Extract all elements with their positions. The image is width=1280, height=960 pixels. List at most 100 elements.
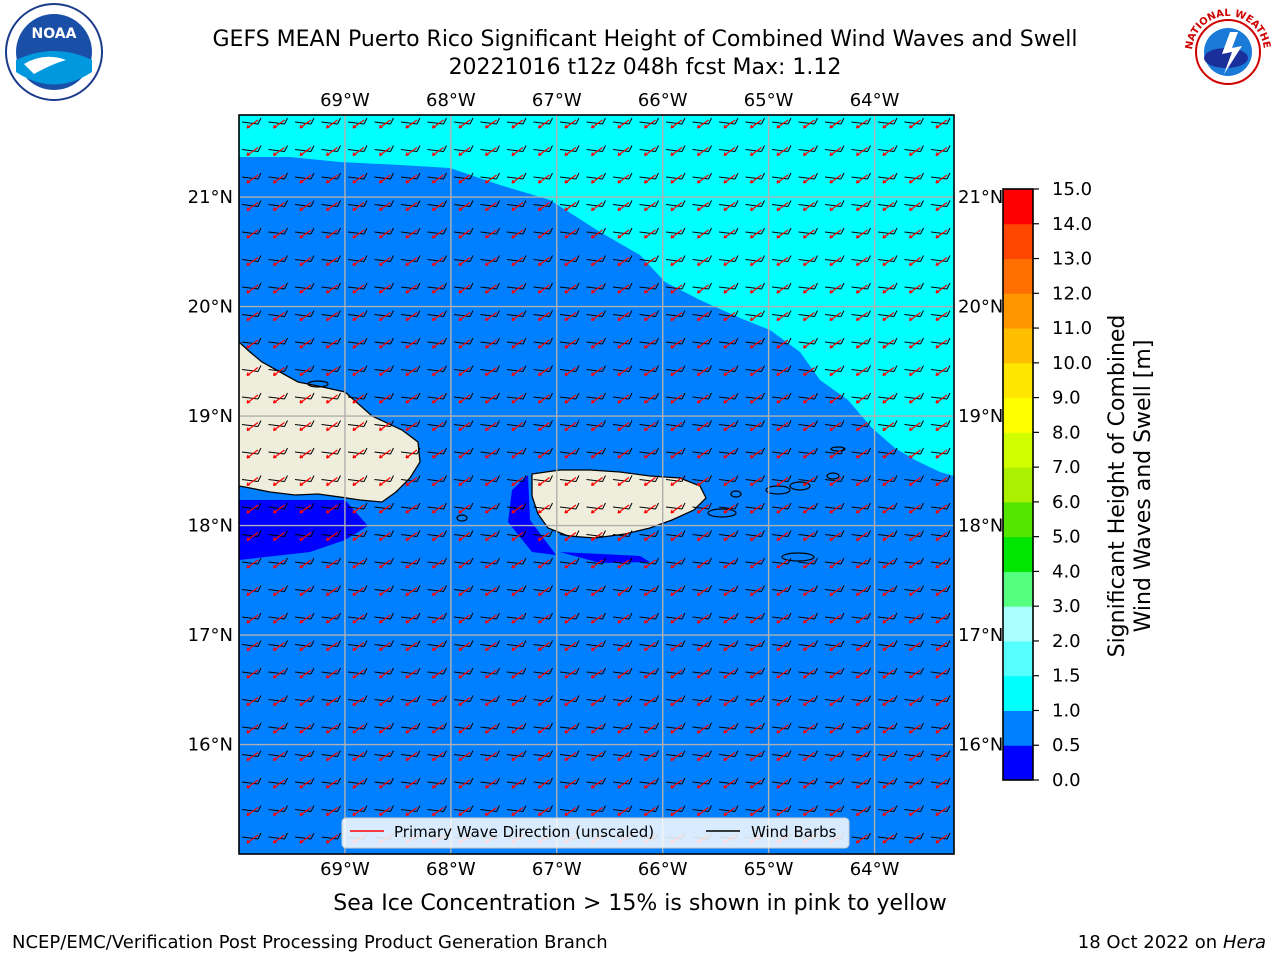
- wave-arrow: [670, 752, 683, 762]
- wave-arrow: [272, 834, 285, 844]
- wind-barb: [241, 832, 262, 840]
- wave-arrow: [776, 312, 789, 322]
- wind-barb: [427, 392, 447, 400]
- wind-barb: [612, 640, 633, 647]
- wind-barb: [453, 695, 474, 702]
- wave-arrow: [431, 449, 444, 459]
- wind-barb: [692, 777, 712, 785]
- wave-arrow: [272, 477, 285, 487]
- wind-barb: [427, 420, 447, 427]
- wind-barb: [453, 420, 474, 427]
- wind-barb: [824, 750, 845, 757]
- wind-barb: [612, 310, 633, 317]
- wave-arrow: [617, 367, 630, 377]
- wind-barb: [877, 612, 898, 620]
- wave-arrow: [378, 147, 391, 157]
- wave-arrow: [246, 339, 259, 349]
- wave-arrow: [855, 367, 868, 377]
- wave-arrow: [935, 257, 948, 267]
- wave-arrow: [378, 504, 391, 514]
- wind-barb: [374, 392, 394, 400]
- wave-arrow: [829, 312, 842, 322]
- wave-arrow: [855, 752, 868, 762]
- wind-barb: [374, 172, 394, 180]
- wave-arrow: [352, 229, 365, 239]
- wave-arrow: [537, 642, 550, 652]
- wind-barb: [771, 117, 792, 125]
- wave-arrow: [643, 449, 656, 459]
- wind-barb: [427, 722, 447, 730]
- colorbar-label-line1: Significant Height of Combined: [1105, 315, 1130, 658]
- wind-barb: [400, 310, 421, 317]
- wave-arrow: [617, 752, 630, 762]
- wave-arrow: [352, 669, 365, 679]
- wind-barb: [347, 337, 368, 345]
- wave-arrow: [882, 202, 895, 212]
- wind-barb: [798, 365, 818, 372]
- colorbar-tick-label: 1.5: [1052, 666, 1081, 687]
- wind-barb: [904, 640, 924, 647]
- wave-arrow: [458, 367, 471, 377]
- wind-barb: [639, 557, 659, 565]
- wind-barb: [877, 255, 898, 262]
- wind-barb: [400, 392, 421, 400]
- wind-barb: [692, 640, 712, 647]
- wave-arrow: [643, 807, 656, 817]
- wind-barb: [268, 805, 288, 812]
- colorbar-segment: [1003, 606, 1033, 642]
- wave-arrow: [670, 174, 683, 184]
- wave-arrow: [564, 394, 577, 404]
- wave-arrow: [299, 504, 312, 514]
- wind-barb: [427, 227, 447, 235]
- wind-barb: [427, 172, 447, 180]
- wind-barb: [374, 502, 394, 510]
- wave-arrow: [882, 504, 895, 514]
- wind-barb: [586, 365, 606, 372]
- wave-arrow: [246, 284, 259, 294]
- wave-arrow: [802, 147, 815, 157]
- wind-barb: [321, 392, 341, 400]
- wind-barb: [453, 475, 474, 482]
- wind-barb: [904, 502, 924, 510]
- wind-barb: [665, 172, 686, 180]
- wind-barb: [930, 722, 951, 730]
- wave-arrow: [829, 642, 842, 652]
- wave-arrow: [564, 724, 577, 734]
- wind-barb: [268, 145, 288, 152]
- wind-barb: [930, 117, 951, 125]
- wave-arrow: [564, 559, 577, 569]
- wave-arrow: [405, 587, 418, 597]
- wind-barb: [321, 695, 341, 702]
- wave-arrow: [458, 394, 471, 404]
- wave-arrow: [378, 284, 391, 294]
- wave-arrow: [882, 807, 895, 817]
- wind-barb: [559, 612, 580, 620]
- wave-arrow: [749, 284, 762, 294]
- wind-barb: [400, 502, 421, 510]
- wind-barb: [400, 667, 421, 675]
- wave-arrow: [749, 532, 762, 542]
- colorbar-tick-label: 9.0: [1052, 388, 1081, 409]
- wave-arrow: [272, 669, 285, 679]
- wave-arrow: [855, 284, 868, 294]
- wind-barb: [612, 612, 633, 620]
- wave-arrow: [511, 642, 524, 652]
- wave-arrow: [511, 339, 524, 349]
- wind-barb: [453, 227, 474, 235]
- colorbar-segment: [1003, 223, 1033, 260]
- wind-barb: [374, 805, 394, 812]
- wind-barb: [480, 282, 500, 290]
- wave-arrow: [882, 312, 895, 322]
- wind-barb: [241, 227, 262, 235]
- wind-barb: [453, 612, 474, 620]
- wind-barb: [639, 420, 659, 427]
- wind-barb: [930, 282, 951, 290]
- wave-arrow: [352, 202, 365, 212]
- wind-barb: [665, 447, 686, 455]
- wave-arrow: [855, 642, 868, 652]
- wave-arrow: [617, 477, 630, 487]
- wave-arrow: [405, 559, 418, 569]
- wind-barb: [347, 475, 368, 482]
- wave-arrow: [776, 669, 789, 679]
- wave-arrow: [564, 587, 577, 597]
